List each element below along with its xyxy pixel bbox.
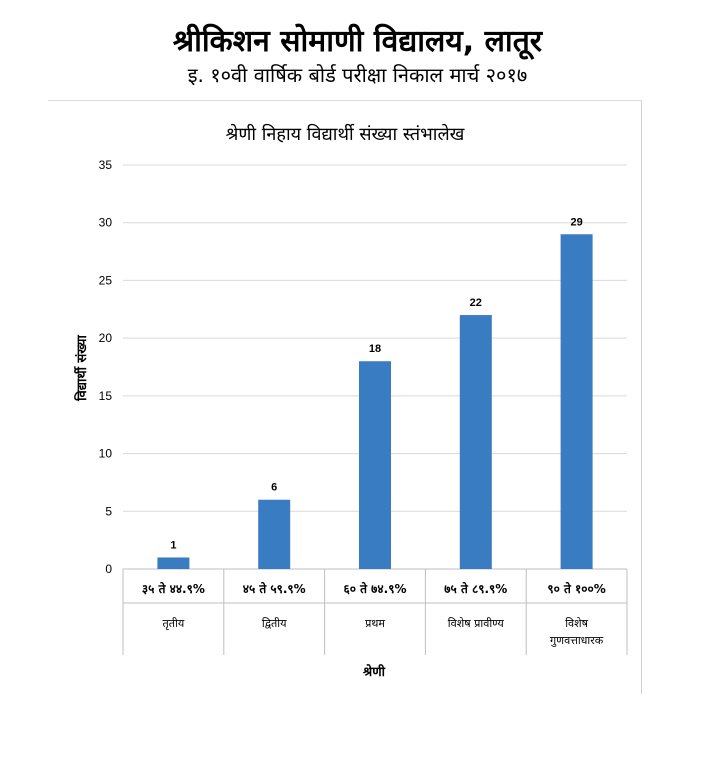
bar [359,361,391,569]
data-label: 22 [470,297,482,309]
y-tick-label: 15 [99,389,113,403]
y-axis-label: विद्यार्थी संख्या [74,335,90,402]
data-labels: 1 6 18 22 29 [170,216,582,551]
bar [258,499,291,569]
category-grade-label: तृतीय [163,617,185,630]
data-label: 18 [369,343,381,355]
exam-title: इ. १०वी वार्षिक बोर्ड परीक्षा निकाल मार्… [187,63,528,87]
y-tick-label: 0 [105,562,112,576]
category-grade-label: प्रथम [365,617,385,630]
category-grade-label: विशेष प्रावीण्य [448,617,505,630]
y-tick-label: 20 [99,331,113,345]
data-label: 1 [170,539,176,551]
category-table: ३५ ते ४४.९% तृतीय ४५ ते ५९.९% द्वितीय ६० ते … [122,569,628,655]
category-range-label: ६० ते ७४.९% [344,582,407,596]
bars [157,234,593,569]
y-tick-label: 35 [99,158,113,172]
y-tick-label: 25 [99,273,113,287]
chart-title: श्रेणी निहाय विद्यार्थी संख्या स्तंभालेख [226,123,465,145]
y-tick-label: 5 [105,504,112,518]
data-label: 6 [271,482,277,494]
bar [560,234,593,569]
category-range-label: ७५ ते ८९.९% [444,582,507,596]
category-grade-label: द्वितीय [262,617,287,630]
category-range-label: ४५ ते ५९.९% [243,582,306,596]
category-grade-label: गुणवत्ताधारक [550,634,604,647]
bar [459,315,492,569]
category-range-label: ९० ते १००% [547,582,605,596]
category-grade-label: विशेष [565,617,588,630]
x-axis-label: श्रेणी [362,664,386,680]
school-name: श्रीकिशन सोमाणी विद्यालय, लातूर [172,24,543,59]
y-tick-label: 10 [99,447,113,461]
category-range-label: ३५ ते ४४.९% [142,582,205,596]
y-tick-label: 30 [99,216,113,230]
y-axis-ticks: 0 5 10 15 20 25 30 35 [99,158,113,576]
bar [157,557,190,569]
chart-frame [48,100,642,694]
data-label: 29 [570,216,582,228]
